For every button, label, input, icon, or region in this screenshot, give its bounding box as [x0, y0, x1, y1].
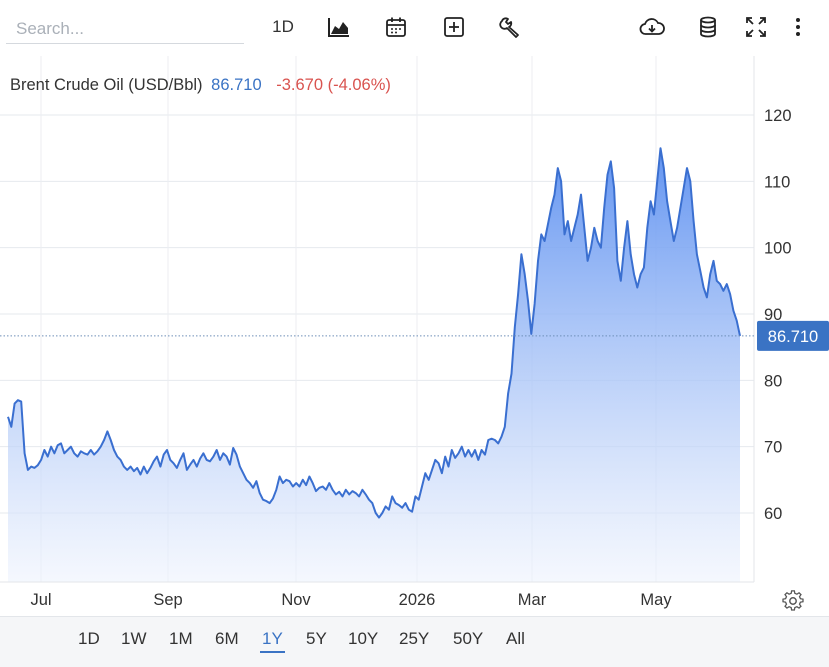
y-tick-label: 70: [764, 439, 782, 457]
more-button[interactable]: [786, 12, 810, 42]
range-button-1m[interactable]: 1M: [169, 629, 193, 648]
chart-type-icon: [328, 18, 349, 37]
y-tick-label: 110: [764, 173, 790, 191]
range-button-5y[interactable]: 5Y: [306, 629, 327, 648]
y-tick-label: 120: [764, 107, 792, 125]
interval-button[interactable]: 1D: [266, 12, 300, 42]
range-button-50y[interactable]: 50Y: [453, 629, 484, 648]
y-tick-label: 100: [764, 240, 792, 258]
range-button-all[interactable]: All: [506, 629, 525, 648]
range-selector: 1D 1W 1M 6M 1Y 5Y 10Y 25Y 50Y All: [0, 616, 829, 667]
last-price-marker: 86.710: [0, 320, 829, 351]
interval-label: 1D: [272, 17, 294, 36]
fullscreen-button[interactable]: [742, 12, 770, 42]
last-price-label: 86.710: [768, 328, 818, 346]
calendar-button[interactable]: [382, 12, 410, 42]
range-button-1w[interactable]: 1W: [121, 629, 147, 648]
series-line: [7, 147, 741, 519]
wrench-icon: [499, 17, 519, 38]
database-icon: [700, 16, 716, 38]
download-icon: [639, 18, 665, 35]
settings-tools-button[interactable]: [496, 12, 524, 42]
search-input[interactable]: [6, 14, 244, 44]
last-price-tag: [757, 320, 829, 351]
chart-legend: Brent Crude Oil (USD/Bbl) 86.710 -3.670 …: [10, 76, 391, 95]
current-price: 86.710: [211, 76, 262, 94]
x-axis: Jul Sep Nov 2026 Mar May: [0, 581, 754, 609]
download-button[interactable]: [636, 12, 668, 42]
x-tick-label: May: [640, 591, 672, 609]
add-indicator-button[interactable]: [440, 12, 468, 42]
range-button-1d[interactable]: 1D: [78, 629, 100, 648]
y-tick-label: 90: [764, 306, 782, 324]
y-axis: 60 70 80 90 100 110 120: [753, 56, 792, 582]
chart-type-button[interactable]: [325, 12, 353, 42]
x-tick-label: Jul: [30, 591, 51, 609]
chart-settings-button[interactable]: [782, 590, 804, 612]
calendar-icon: [386, 17, 406, 37]
add-indicator-icon: [444, 17, 464, 37]
range-button-6m[interactable]: 6M: [215, 629, 239, 648]
range-button-10y[interactable]: 10Y: [348, 629, 379, 648]
range-button-25y[interactable]: 25Y: [399, 629, 430, 648]
range-button-1y[interactable]: 1Y: [260, 629, 285, 653]
x-tick-label: Nov: [281, 591, 311, 609]
toolbar: 1D: [0, 0, 829, 56]
more-icon: [796, 18, 800, 36]
x-tick-label: Mar: [518, 591, 547, 609]
fullscreen-icon: [746, 17, 766, 37]
data-button[interactable]: [694, 12, 722, 42]
gear-icon: [782, 590, 804, 611]
y-tick-label: 80: [764, 372, 782, 390]
price-change: -3.670 (-4.06%): [276, 76, 391, 94]
area-fill: [8, 148, 740, 582]
instrument-name: Brent Crude Oil (USD/Bbl): [10, 76, 203, 94]
x-tick-label: 2026: [399, 591, 436, 609]
price-area: [7, 147, 741, 582]
x-tick-label: Sep: [153, 591, 182, 609]
price-chart: 60 70 80 90 100 110 120 Jul Sep Nov 2026 Mar May 86…: [0, 56, 829, 609]
y-tick-label: 60: [764, 505, 782, 523]
